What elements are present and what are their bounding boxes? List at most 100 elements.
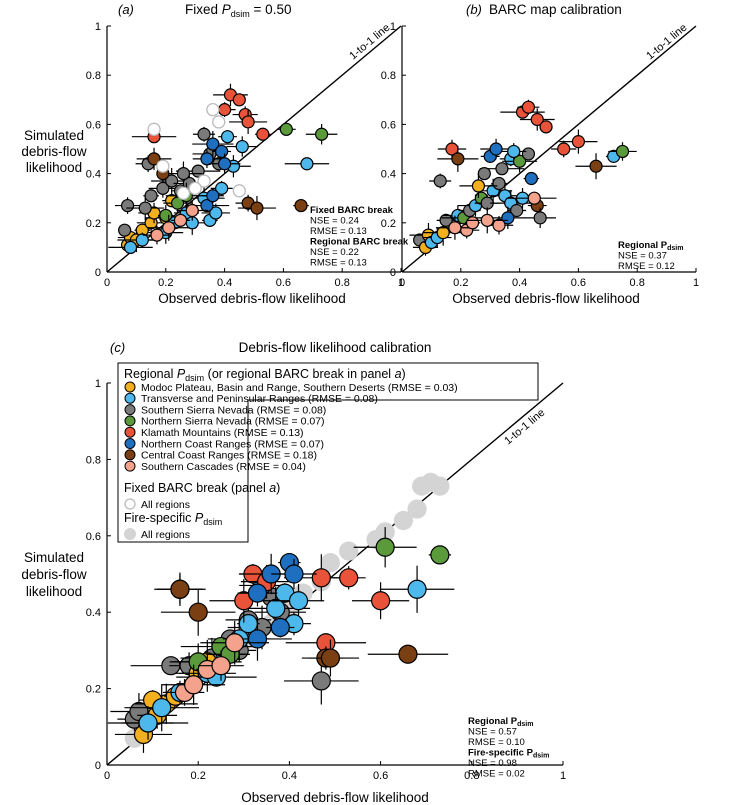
data-point-southern_sierra [429, 173, 452, 189]
marker [407, 579, 427, 599]
data-point-southern_sierra [524, 207, 556, 229]
panel-a-xlabel: Observed debris-flow likelihood [158, 291, 346, 306]
legend-marker-transverse [124, 392, 136, 404]
data-point-southern_sierra [477, 167, 491, 181]
stats-line: Fire-specific Pdsim [468, 748, 549, 760]
data-point-fire [393, 510, 413, 531]
marker [521, 100, 536, 114]
data-point-transverse [379, 565, 455, 613]
stats-line: RMSE = 0.13 [310, 258, 367, 269]
marker [211, 656, 231, 676]
legend-fixed-marker [124, 498, 136, 510]
marker [510, 203, 524, 218]
stats-line: NSE = 0.24 [310, 216, 359, 227]
marker [173, 213, 188, 227]
legend-fixed-header: Fixed BARC break (panel a) [124, 481, 280, 495]
stats-text: RMSE = 0.12 [618, 261, 675, 272]
stats-line: NSE = 0.22 [310, 247, 359, 258]
stats-text: RMSE = 0.02 [468, 769, 525, 780]
data-point-northern_sierra [428, 545, 452, 565]
data-point-southern_cascades [171, 213, 190, 227]
marker [339, 568, 359, 588]
marker [235, 139, 249, 154]
data-point-transverse [226, 136, 259, 157]
x-tick-label: 0 [104, 770, 110, 782]
legend-entries: Modoc Plateau, Basin and Range, Southern… [124, 381, 458, 473]
x-tick-label: 0.6 [276, 277, 291, 289]
panel-b: (b) BARC map calibration Observed debris… [452, 2, 640, 306]
panel-a-title: Fixed Pdsim = 0.50 [185, 2, 291, 19]
legend-marker-northern_coast [124, 438, 136, 449]
marker [215, 144, 229, 159]
y-tick-label: 1 [95, 21, 101, 33]
data-point-southern_sierra [126, 195, 165, 221]
panel-a-label: (a) [118, 2, 134, 17]
marker [300, 157, 314, 171]
stats-line: NSE = 0.98 [468, 758, 517, 769]
data-point-klamath [517, 99, 540, 115]
marker [495, 162, 509, 176]
legend-label-modoc: Modoc Plateau, Basin and Range, Southern… [141, 382, 458, 394]
data-point-transverse [201, 203, 230, 223]
marker [250, 201, 264, 215]
data-point-southern_sierra [114, 197, 141, 214]
marker [492, 218, 506, 232]
legend-box [117, 362, 539, 543]
marker [533, 211, 547, 225]
data-point-northern_coast [208, 153, 241, 174]
panel-c-title: Debris-flow likelihood calibration [239, 340, 432, 355]
data-point-klamath [352, 582, 410, 620]
marker [530, 112, 544, 127]
stats-text: RMSE = 0.13 [310, 258, 367, 269]
data-point-northern_sierra [163, 193, 192, 213]
data-point-klamath [539, 120, 553, 134]
marker [147, 152, 161, 166]
legend-fire-entry: All regions [141, 529, 190, 541]
panel-b-label: (b) [466, 2, 482, 17]
data-point-northern_coast [523, 171, 540, 186]
marker [232, 93, 246, 107]
legend-label-transverse: Transverse and Peninsular Ranges (RMSE =… [141, 393, 378, 405]
marker [120, 198, 135, 213]
data-point-central_coast [154, 572, 206, 607]
data-point-northern_sierra [353, 527, 417, 568]
stats-line: Regional Pdsim [618, 240, 683, 252]
panel-b-title: BARC map calibration [489, 2, 622, 17]
legend-label-southern_cascades: Southern Cascades (RMSE = 0.04) [141, 461, 306, 473]
marker [589, 159, 603, 173]
y-tick-label: 0.8 [381, 70, 396, 82]
marker [156, 159, 170, 173]
panel-c-label: (c) [110, 340, 125, 355]
x-tick-label: 0.8 [335, 277, 350, 289]
marker [448, 221, 462, 235]
marker [311, 671, 331, 691]
data-point-central_coast [136, 147, 172, 170]
marker [197, 127, 211, 141]
stats-line: RMSE = 0.12 [618, 261, 675, 272]
x-tick-label: 1 [560, 770, 566, 782]
stats-text: Regional BARC break [310, 237, 409, 248]
marker [206, 137, 220, 151]
data-point-southern_cascades [198, 650, 244, 681]
panel-c-ylabel-2: debris-flow [21, 567, 87, 582]
marker [185, 203, 199, 218]
data-point-fixed [147, 122, 161, 136]
legend-marker-northern_sierra [124, 415, 136, 427]
data-point-fixed [212, 115, 226, 129]
stats-text: NSE = 0.57 [468, 727, 517, 738]
data-point-northern_coast [271, 558, 317, 590]
legend-marker-klamath [124, 426, 136, 438]
chart-a: 0 0.2 0.4 0.6 0.8 100.20.40.60.81 1-to-1 lineF… [86, 21, 409, 289]
y-tick-label: 1 [95, 378, 101, 390]
marker [209, 206, 223, 220]
data-point-northern_coast [201, 188, 224, 204]
data-point-fixed [156, 159, 170, 173]
one-to-one-label: 1-to-1 line [644, 22, 689, 63]
y-tick-label: 0.4 [86, 607, 101, 619]
data-point-central_coast [293, 198, 309, 213]
x-tick-label: 0.4 [217, 277, 232, 289]
marker [512, 154, 527, 168]
marker [123, 240, 138, 254]
data-point-klamath [331, 566, 366, 590]
data-point-transverse [210, 180, 233, 196]
